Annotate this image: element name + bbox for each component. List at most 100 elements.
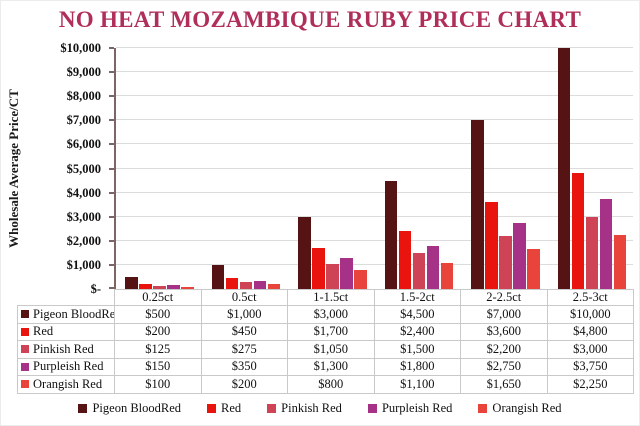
legend-label: Purpleish Red [381, 400, 453, 415]
table-row-red: Red $200 $450 $1,700 $2,400 $3,600 $4,800 [17, 322, 634, 341]
table-value-cell: $500 [114, 305, 202, 324]
table-value-cell: $1,050 [287, 340, 375, 359]
table-value-cell: $350 [200, 357, 288, 376]
table-value-cell: $2,200 [460, 340, 548, 359]
series-label-red: Red [17, 322, 115, 341]
legend-swatch-icon [367, 403, 377, 413]
y-axis-tick [109, 47, 114, 49]
bar-group-1-1-5ct [289, 48, 376, 289]
y-axis-tick [109, 239, 114, 242]
legend-label: Orangish Red [492, 400, 562, 415]
table-corner-cell [18, 290, 115, 306]
y-axis-tick [109, 215, 114, 218]
table-header-2-2-5ct: 2-2.5ct [460, 289, 548, 306]
y-axis-label: $10,000 [60, 41, 101, 55]
table-value-cell: $125 [114, 340, 202, 359]
table-value-cell: $3,600 [460, 322, 548, 341]
y-axis-label: $5,000 [66, 161, 101, 176]
series-label-pinkish-red: Pinkish Red [17, 340, 115, 359]
table-value-cell: $10,000 [546, 305, 634, 324]
bar-pinkish-red-2-5-3ct [585, 216, 598, 289]
bar-purpleish-red-1-1-5ct [340, 257, 353, 289]
gridline [116, 95, 633, 97]
legend-item-orangish-red: Orangish Red [478, 400, 562, 416]
series-label-purpleish-red: Purpleish Red [17, 357, 115, 376]
chart-title: NO HEAT MOZAMBIQUE RUBY PRICE CHART [58, 7, 582, 32]
legend: Pigeon BloodRed Red Pinkish Red Purpleish R… [1, 399, 639, 417]
bar-pinkish-red-0-5ct [239, 282, 252, 289]
gridline [116, 191, 633, 193]
table-value-cell: $3,000 [287, 305, 375, 324]
bar-pinkish-red-0-25ct [153, 286, 166, 289]
y-axis-tick [109, 119, 114, 122]
gridline [116, 167, 633, 169]
table-value-cell: $1,700 [287, 322, 375, 341]
table-header-1-1-5ct: 1-1.5ct [287, 289, 375, 306]
gridline [116, 143, 633, 145]
legend-item-red: Red [207, 401, 241, 416]
y-axis-label: $9,000 [66, 65, 101, 80]
y-axis-tick [109, 263, 114, 266]
plot-area [109, 47, 633, 289]
table-row-purpleish-red: Purpleish Red $150 $350 $1,300 $1,800 $2,750 $… [17, 357, 634, 376]
y-axis-title: Wholesale Average Price/CT [6, 89, 21, 248]
bar-purpleish-red-1-5-2ct [426, 245, 439, 289]
bar-orangish-red-2-2-5ct [527, 249, 540, 289]
bar-purpleish-red-2-5-3ct [599, 198, 612, 289]
table-value-cell: $3,750 [546, 357, 634, 376]
gridline [116, 47, 633, 48]
y-axis-tick [109, 143, 114, 146]
y-axis-tick [109, 95, 114, 98]
bar-red-2-2-5ct [485, 202, 498, 289]
legend-label: Pinkish Red [281, 400, 342, 415]
bar-pigeon-bloodred-2-2-5ct [471, 120, 484, 289]
bar-red-0-25ct [139, 284, 152, 289]
table-value-cell: $2,250 [546, 375, 634, 394]
table-value-cell: $1,100 [373, 375, 461, 394]
gridline [116, 263, 633, 265]
bar-orangish-red-2-5-3ct [613, 234, 626, 289]
bar-orangish-red-1-5-2ct [440, 262, 453, 289]
y-axis-label: $8,000 [66, 89, 101, 104]
y-axis-label: $3,000 [66, 209, 101, 224]
bar-pigeon-bloodred-0-5ct [211, 264, 224, 289]
y-axis-label: $4,000 [66, 185, 101, 200]
y-axis-tick [109, 191, 114, 194]
table-value-cell: $450 [200, 322, 288, 341]
series-color-icon [21, 380, 29, 389]
y-axis-tick [109, 71, 114, 74]
table-value-cell: $2,400 [373, 322, 461, 341]
series-color-icon [21, 345, 29, 354]
gridline [116, 119, 633, 121]
y-axis-label: $- [90, 282, 101, 296]
bar-pinkish-red-1-5-2ct [412, 252, 425, 289]
table-value-cell: $1,650 [460, 375, 548, 394]
bar-red-2-5-3ct [571, 173, 584, 289]
bar-red-1-1-5ct [312, 248, 325, 289]
y-axis-label: $1,000 [66, 257, 101, 272]
bar-pigeon-bloodred-0-25ct [125, 276, 138, 289]
table-row-orangish-red: Orangish Red $100 $200 $800 $1,100 $1,650 $2,2… [17, 375, 634, 394]
table-value-cell: $1,800 [373, 357, 461, 376]
legend-swatch-icon [267, 403, 277, 413]
legend-label: Pigeon BloodRed [92, 400, 182, 415]
series-color-icon [21, 310, 29, 319]
table-value-cell: $1,300 [287, 357, 375, 376]
legend-item-pinkish-red: Pinkish Red [267, 401, 342, 416]
bar-pigeon-bloodred-1-5-2ct [384, 180, 397, 289]
table-value-cell: $7,000 [460, 305, 548, 324]
table-value-cell: $200 [114, 322, 202, 341]
y-axis-label: $7,000 [66, 113, 101, 128]
gridline [116, 215, 633, 217]
series-color-icon [21, 327, 29, 336]
table-value-cell: $1,500 [373, 340, 461, 359]
legend-item-pigeon-bloodred: Pigeon BloodRed [78, 401, 181, 416]
bar-group-0-5ct [203, 48, 290, 289]
bar-orangish-red-1-1-5ct [354, 269, 367, 289]
bar-group-1-5-2ct [376, 48, 463, 289]
table-value-cell: $4,500 [373, 305, 461, 324]
bar-purpleish-red-0-5ct [253, 280, 266, 289]
table-value-cell: $3,000 [546, 340, 634, 359]
table-header-0-25ct: 0.25ct [114, 289, 202, 306]
table-value-cell: $200 [200, 375, 288, 394]
